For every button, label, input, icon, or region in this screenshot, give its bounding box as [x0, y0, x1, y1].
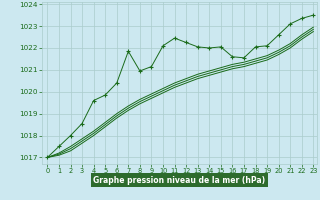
X-axis label: Graphe pression niveau de la mer (hPa): Graphe pression niveau de la mer (hPa)	[93, 176, 265, 185]
